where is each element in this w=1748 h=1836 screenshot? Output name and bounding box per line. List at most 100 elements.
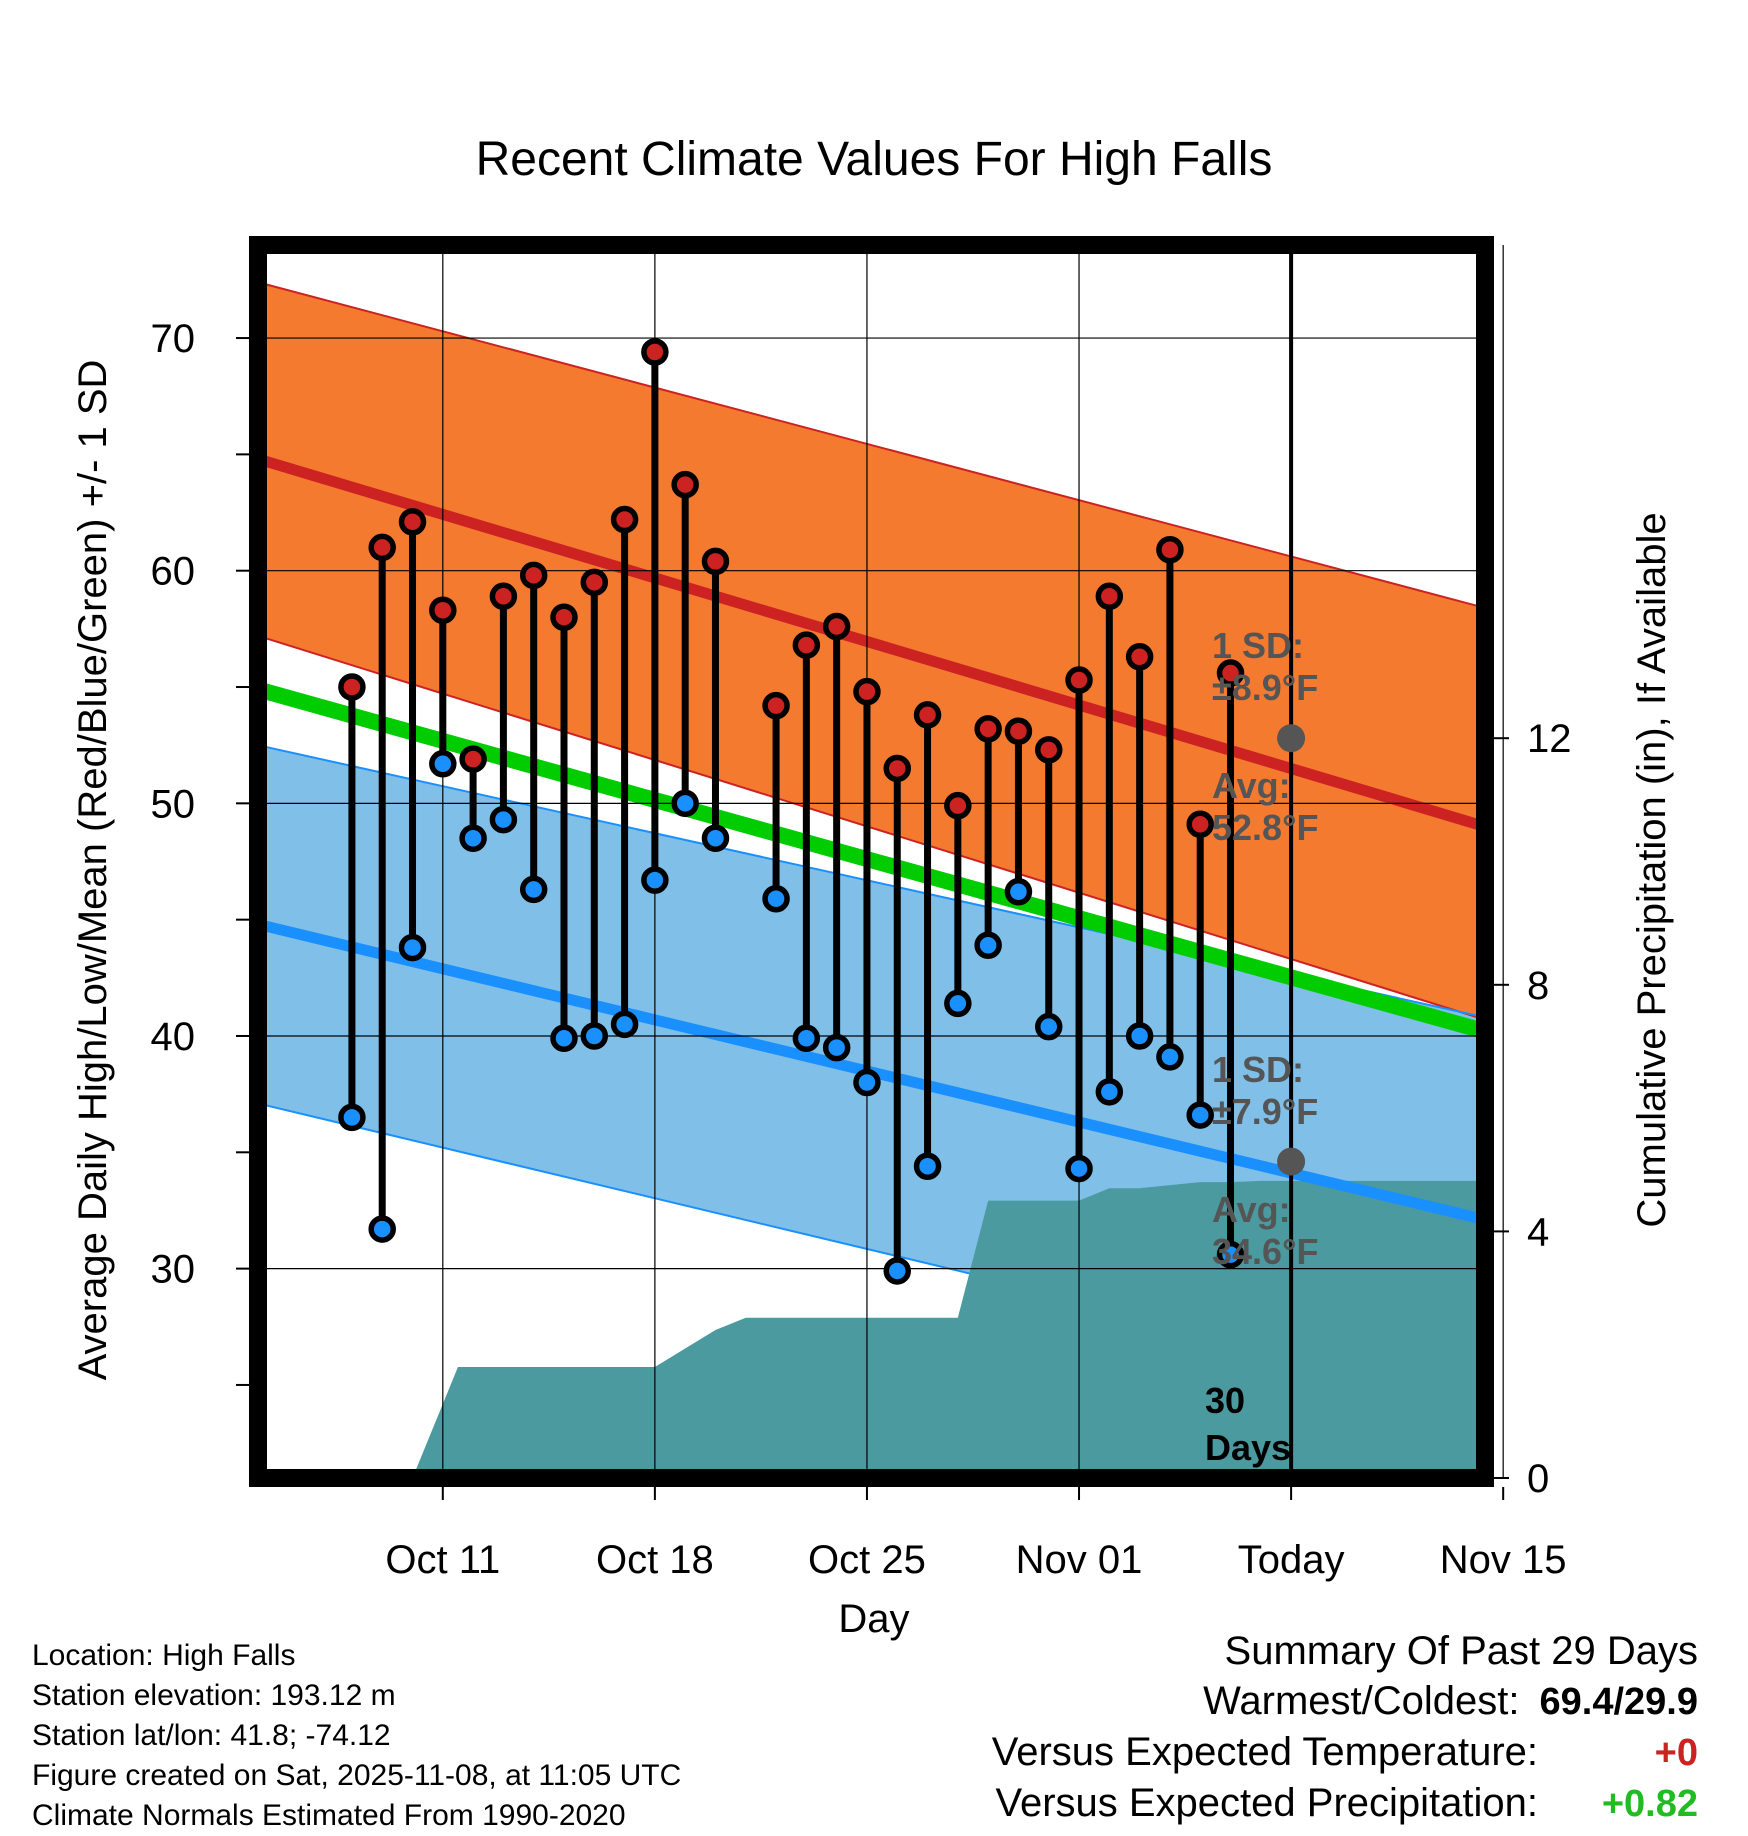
x-tick-label-1: Oct 18 [596,1538,714,1582]
chart-title: Recent Climate Values For High Falls [476,133,1273,186]
high-point [1095,582,1124,611]
y-tick-label-1: 40 [151,1015,196,1059]
mean-avg-line [255,681,1488,1040]
low-point [1065,1154,1093,1183]
plot-area: Oct 11 Oct 18 Oct 25 Nov 01 Today Nov 1530405… [151,236,1572,1582]
today-high-avg-marker [1277,724,1306,753]
temp-row: Versus Expected Temperature: +0 [992,1727,1698,1778]
high-point [429,596,457,624]
latlon-text: Station lat/lon: 41.8; -74.12 [32,1719,391,1752]
precip-row: Versus Expected Precipitation: +0.82 [992,1778,1698,1829]
y2-axis-label: Cumulative Precipitation (in), If Availa… [1630,512,1674,1227]
low-avg-label: Avg: [1212,1189,1291,1230]
low-point [489,805,518,834]
high-point [1156,536,1184,564]
high-point [368,533,396,562]
precip-value: +0.82 [1601,1783,1698,1825]
high-point [792,631,821,659]
high-point [580,568,609,597]
precipitation-area [373,1180,1485,1478]
high-sd-value: ±8.9°F [1212,667,1318,708]
elevation-text: Station elevation: 193.12 m [32,1679,396,1712]
y2-tick-label-0: 0 [1527,1457,1549,1501]
high-sd-annotation: 1 SD: ±8.9°F [1212,625,1318,708]
high-avg-annotation: Avg: 52.8°F [1212,765,1318,848]
low-point [883,1257,912,1285]
y-tick-label-4: 70 [151,317,196,361]
low-point [762,884,790,913]
high-point [550,603,578,631]
days-label: Days [1205,1427,1291,1468]
low-point [368,1215,396,1243]
low-point [701,824,730,852]
low-point [853,1068,881,1097]
high-avg-value: 52.8°F [1212,807,1318,848]
y2-tick-label-3: 12 [1527,717,1572,761]
high-point [610,505,639,534]
high-point [701,547,730,576]
high-point [1065,666,1093,694]
low-point [550,1024,578,1053]
low-sd-value: ±7.9°F [1212,1091,1318,1132]
low-point [1034,1012,1063,1041]
low-point [398,933,427,962]
high-point [641,338,669,366]
low-point [913,1152,942,1181]
low-point [1095,1078,1124,1106]
low-avg-annotation: Avg: 34.6°F [1212,1189,1318,1272]
high-point [489,582,518,611]
y2-tick-label-1: 4 [1527,1210,1549,1254]
high-point [822,612,851,641]
warm-cold-row: Warmest/Coldest: 69.4/29.9 [992,1676,1698,1727]
high-point [519,561,548,590]
warm-cold-label: Warmest/Coldest: [1203,1679,1520,1723]
low-point [822,1033,851,1062]
low-sd-label: 1 SD: [1212,1049,1304,1090]
y2-tick-label-2: 8 [1527,964,1549,1008]
days-annotation: 30 Days [1205,1380,1291,1468]
low-point [459,824,487,852]
low-point [1216,1240,1245,1269]
low-point [1156,1043,1184,1071]
plot-frame [249,236,1494,1487]
low-point [1186,1101,1214,1129]
y-axis-label: Average Daily High/Low/Mean (Red/Blue/Gr… [71,360,115,1381]
precip-label: Versus Expected Precipitation: [995,1781,1538,1825]
x-tick-label-0: Oct 11 [385,1538,500,1582]
high-point [459,745,487,773]
high-point [762,691,790,720]
low-point [1125,1022,1154,1050]
high-point [671,470,699,499]
high-sd-lower-line [257,634,1486,1021]
x-tick-label-5: Nov 15 [1440,1538,1567,1582]
low-sd-annotation: 1 SD: ±7.9°F [1212,1049,1318,1132]
low-point [1004,877,1033,906]
low-point [338,1103,366,1132]
created-text: Figure created on Sat, 2025-11-08, at 11… [32,1759,682,1792]
station-info: Location: High Falls Station elevation: … [32,1636,681,1836]
low-point [519,875,548,904]
x-tick-label-3: Nov 01 [1016,1538,1143,1582]
today-low-avg-marker [1277,1147,1306,1176]
temp-value: +0 [1654,1732,1698,1774]
high-avg-label: Avg: [1212,765,1291,806]
days-value: 30 [1205,1380,1245,1421]
y-tick-label-2: 50 [151,782,196,826]
high-sd-upper-line [257,281,1486,609]
low-point [580,1022,609,1050]
high-point [1186,810,1214,839]
low-avg-value: 34.6°F [1212,1231,1318,1272]
high-point [883,754,912,783]
high-point [1125,643,1154,671]
temp-label: Versus Expected Temperature: [991,1730,1538,1774]
high-avg-line [256,453,1487,832]
low-point [429,750,457,778]
high-point [1216,659,1245,687]
high-point [913,701,942,729]
high-point [338,673,366,701]
high-point [974,715,1002,743]
summary-title: Summary Of Past 29 Days [1224,1629,1698,1673]
low-point [974,931,1002,960]
x-tick-label-2: Oct 25 [808,1538,926,1582]
high-point [853,677,881,706]
